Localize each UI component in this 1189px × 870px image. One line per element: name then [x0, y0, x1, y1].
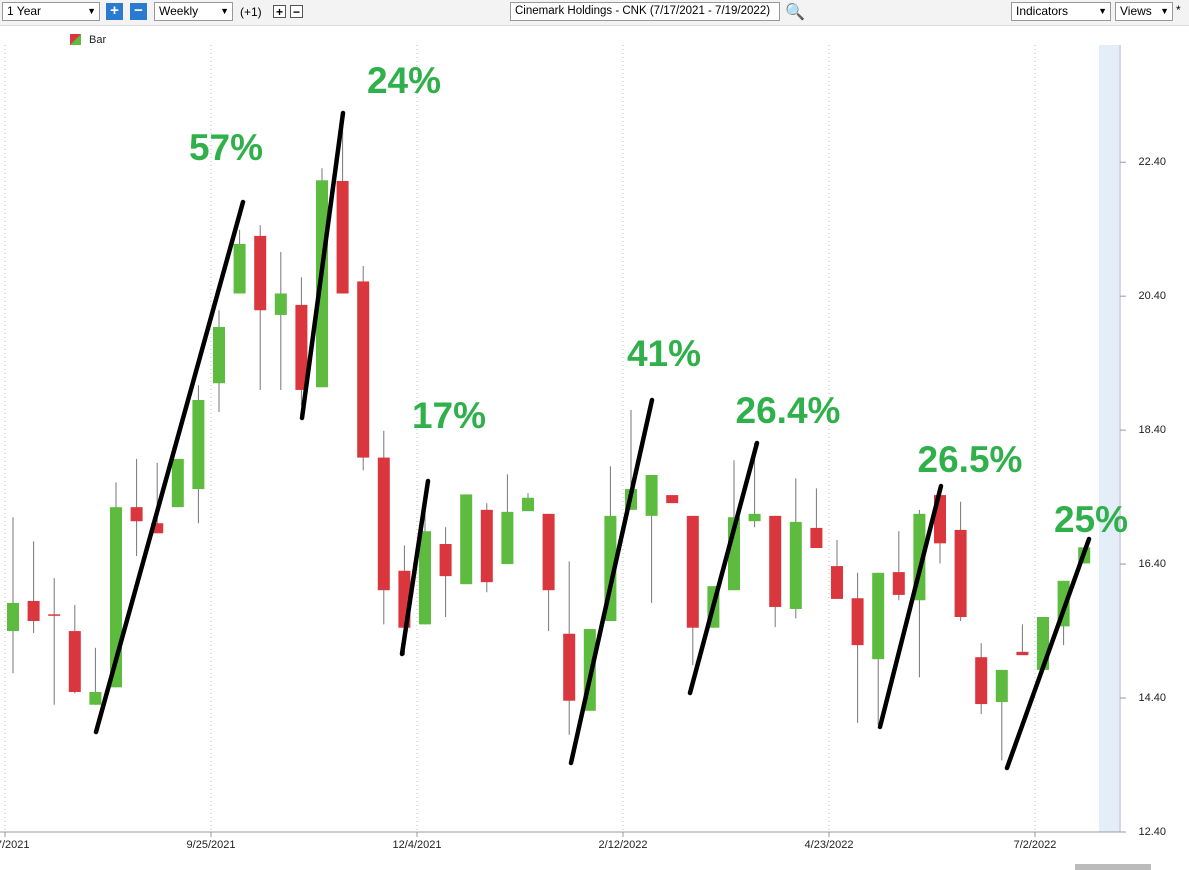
annotation: 41% — [627, 333, 701, 374]
candle-body — [851, 598, 864, 646]
annotation: 26.5% — [918, 439, 1023, 480]
trend-line — [568, 397, 655, 766]
offset-text: (+1) — [240, 5, 262, 19]
trend-line — [93, 199, 246, 735]
candle-body — [27, 600, 40, 622]
candle-body — [192, 399, 205, 490]
candle-body — [213, 326, 225, 384]
candle-body — [975, 657, 988, 705]
candle-body — [460, 494, 473, 585]
plus-button[interactable]: + — [273, 5, 286, 18]
candle-body — [130, 507, 143, 522]
x-tick-label: 2/12/2022 — [599, 839, 648, 851]
y-tick-label: 20.40 — [1138, 290, 1166, 302]
trend-line — [1004, 536, 1092, 771]
candle-body — [233, 243, 246, 294]
annotation: 25% — [1054, 499, 1128, 540]
y-tick-label: 22.40 — [1138, 156, 1166, 168]
search-icon[interactable]: 🔍 — [785, 4, 805, 21]
candle-body — [295, 304, 308, 390]
views-select[interactable]: Views ▼ — [1115, 2, 1173, 21]
interval-text: Weekly — [159, 4, 199, 18]
candle-body — [563, 633, 576, 701]
trend-line — [299, 110, 346, 421]
x-tick-label: 7/17/2021 — [0, 839, 29, 851]
annotation: 24% — [367, 60, 441, 101]
candle-body — [254, 235, 267, 311]
zoom-out-button[interactable]: − — [130, 3, 147, 20]
symbol-search[interactable]: Cinemark Holdings - CNK (7/17/2021 - 7/1… — [510, 2, 780, 21]
y-tick-label: 16.40 — [1138, 558, 1166, 570]
candle-body — [645, 475, 658, 516]
zoom-in-button[interactable]: + — [106, 3, 123, 20]
star-text: * — [1176, 3, 1181, 17]
candle-body — [377, 457, 390, 591]
annotation: 26.4% — [736, 390, 841, 431]
candle-body — [274, 293, 287, 315]
candle-body — [810, 527, 823, 549]
candle-body — [686, 515, 699, 628]
y-tick-label: 14.40 — [1138, 692, 1166, 704]
period-text: 1 Year — [7, 4, 42, 18]
x-tick-label: 12/4/2021 — [393, 839, 442, 851]
toolbar: 1 Year ▼ + − Weekly ▼ (+1) + − Cinemark Ho… — [0, 0, 1189, 26]
candle-body — [748, 513, 761, 522]
x-tick-label: 7/2/2022 — [1014, 839, 1057, 851]
candle-body — [892, 572, 905, 595]
candle-body — [480, 509, 493, 583]
legend-swatch-up — [70, 34, 81, 45]
candle-body — [831, 566, 843, 599]
candle-body — [501, 511, 514, 565]
future-region — [1099, 45, 1119, 832]
annotation: 57% — [189, 127, 263, 168]
candle-body — [171, 458, 184, 508]
period-select[interactable]: 1 Year ▼ — [2, 2, 100, 21]
legend-label: Bar — [89, 34, 106, 46]
candle-body — [336, 180, 349, 294]
candle-body — [68, 631, 81, 693]
candle-body — [7, 602, 19, 632]
indicators-select[interactable]: Indicators ▼ — [1011, 2, 1111, 21]
y-tick-label: 12.40 — [1138, 826, 1166, 838]
x-tick-label: 9/25/2021 — [187, 839, 236, 851]
candle-body — [789, 521, 802, 609]
y-tick-label: 18.40 — [1138, 424, 1166, 436]
candle-body — [1016, 651, 1029, 656]
candle-body — [542, 513, 555, 591]
trend-line — [687, 440, 760, 696]
candle-body — [48, 614, 61, 616]
candle-body — [995, 669, 1008, 703]
candle-body — [357, 281, 370, 458]
candle-body — [954, 529, 967, 617]
candle-body — [151, 523, 164, 534]
candle-body — [872, 572, 885, 660]
trend-line — [877, 483, 944, 730]
scrollbar-thumb[interactable] — [1075, 864, 1151, 870]
candle-body — [769, 515, 782, 607]
x-tick-label: 4/23/2022 — [805, 839, 854, 851]
interval-select[interactable]: Weekly ▼ — [154, 2, 233, 21]
trend-lines — [93, 110, 1092, 771]
candle-body — [89, 692, 102, 705]
views-text: Views — [1120, 4, 1152, 18]
trend-line — [399, 478, 431, 657]
minus-button[interactable]: − — [290, 5, 303, 18]
candle-body — [522, 497, 534, 512]
chart-title: Cinemark Holdings - CNK (7/17/2021 - 7/1… — [515, 5, 771, 17]
candle-body — [419, 531, 431, 625]
annotation: 17% — [412, 395, 486, 436]
candle-body — [666, 495, 679, 504]
indicators-text: Indicators — [1016, 4, 1069, 18]
candle-body — [439, 543, 452, 577]
